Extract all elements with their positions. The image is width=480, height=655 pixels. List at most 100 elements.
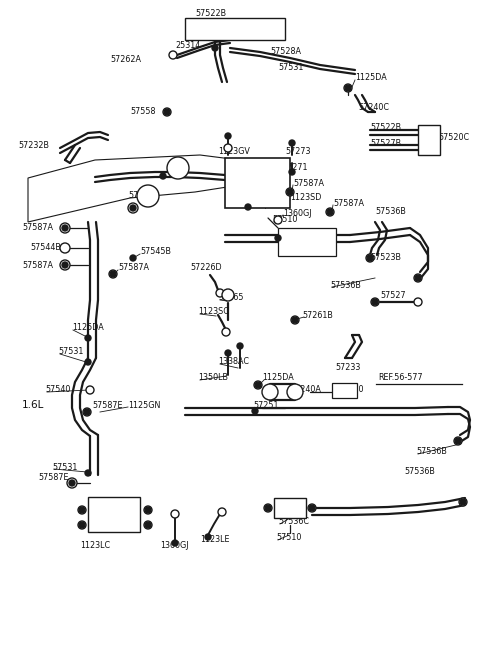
- Text: 57232B: 57232B: [18, 141, 49, 149]
- Text: 57536B: 57536B: [330, 280, 361, 290]
- Text: 1.6L: 1.6L: [22, 400, 44, 410]
- Circle shape: [308, 504, 316, 512]
- Text: 57536C: 57536C: [278, 517, 309, 527]
- Text: 57251: 57251: [253, 400, 278, 409]
- Circle shape: [160, 173, 166, 179]
- Text: 57531: 57531: [58, 348, 84, 356]
- Text: 57271: 57271: [282, 162, 308, 172]
- Bar: [274, 498, 306, 518]
- Circle shape: [212, 45, 218, 51]
- Circle shape: [144, 506, 152, 514]
- Circle shape: [169, 51, 177, 59]
- Text: 57587D: 57587D: [128, 191, 160, 200]
- Text: 57527: 57527: [380, 291, 406, 299]
- Text: 1350LB: 1350LB: [198, 373, 228, 383]
- Text: 57240A: 57240A: [290, 386, 321, 394]
- Circle shape: [62, 262, 68, 268]
- Text: 1338AC: 1338AC: [218, 358, 249, 367]
- Circle shape: [459, 498, 467, 506]
- Text: 57267B: 57267B: [225, 22, 256, 31]
- Circle shape: [366, 254, 374, 262]
- Text: 1125GN: 1125GN: [128, 400, 160, 409]
- Circle shape: [262, 384, 278, 400]
- Circle shape: [218, 508, 226, 516]
- Bar: [418, 125, 440, 155]
- Text: 57536B: 57536B: [416, 447, 447, 457]
- Text: 57510: 57510: [276, 534, 301, 542]
- Circle shape: [205, 534, 211, 540]
- Text: 57540: 57540: [45, 386, 71, 394]
- Bar: [185, 18, 285, 40]
- Circle shape: [67, 478, 77, 488]
- Text: 1123SC: 1123SC: [198, 307, 229, 316]
- Circle shape: [345, 85, 351, 91]
- Text: 57271: 57271: [228, 179, 253, 187]
- Text: 57520C: 57520C: [438, 134, 469, 143]
- Text: 57265: 57265: [218, 293, 243, 303]
- Text: 57587A: 57587A: [22, 261, 53, 269]
- Text: 1360GJ: 1360GJ: [283, 208, 312, 217]
- Circle shape: [84, 409, 90, 415]
- Circle shape: [292, 317, 298, 323]
- Circle shape: [237, 343, 243, 349]
- Text: 57250: 57250: [338, 386, 363, 394]
- Circle shape: [60, 260, 70, 270]
- Circle shape: [415, 275, 421, 281]
- Circle shape: [78, 506, 86, 514]
- Circle shape: [172, 540, 178, 546]
- Circle shape: [62, 225, 68, 231]
- Text: 57261B: 57261B: [302, 310, 333, 320]
- Text: 57531: 57531: [278, 64, 303, 73]
- Circle shape: [86, 386, 94, 394]
- Text: 1123LE: 1123LE: [200, 536, 229, 544]
- Circle shape: [454, 437, 462, 445]
- Text: A: A: [144, 191, 152, 201]
- Text: 1125DA: 1125DA: [72, 324, 104, 333]
- Text: 1125DA: 1125DA: [355, 73, 387, 83]
- Circle shape: [245, 204, 251, 210]
- Circle shape: [79, 522, 85, 528]
- Circle shape: [265, 505, 271, 511]
- Text: 57587A: 57587A: [118, 263, 149, 272]
- Text: 57240C: 57240C: [358, 103, 389, 113]
- Circle shape: [275, 235, 281, 241]
- Text: 57226D: 57226D: [190, 263, 222, 272]
- Circle shape: [79, 507, 85, 513]
- Circle shape: [414, 274, 422, 282]
- Circle shape: [164, 109, 170, 115]
- Text: 57510: 57510: [272, 215, 298, 225]
- Circle shape: [85, 359, 91, 365]
- Text: 57587E: 57587E: [38, 474, 69, 483]
- Text: 57527B: 57527B: [370, 138, 401, 147]
- Circle shape: [167, 157, 189, 179]
- Circle shape: [224, 144, 232, 152]
- Circle shape: [225, 350, 231, 356]
- Circle shape: [110, 271, 116, 277]
- Text: 57273: 57273: [285, 147, 311, 157]
- Circle shape: [254, 381, 262, 389]
- Text: 57587E: 57587E: [92, 400, 122, 409]
- Circle shape: [216, 289, 224, 297]
- Text: 57522B: 57522B: [195, 10, 226, 18]
- Circle shape: [287, 189, 293, 195]
- Circle shape: [287, 384, 303, 400]
- Circle shape: [326, 208, 334, 216]
- Bar: [225, 158, 290, 208]
- Text: REF.56-577: REF.56-577: [378, 373, 422, 383]
- Text: 57527: 57527: [293, 236, 319, 244]
- Bar: [88, 497, 140, 532]
- Circle shape: [372, 299, 378, 305]
- Circle shape: [83, 408, 91, 416]
- Text: 57262A: 57262A: [110, 56, 141, 64]
- Circle shape: [60, 243, 70, 253]
- Text: 57536B: 57536B: [404, 468, 435, 476]
- Text: 57233: 57233: [335, 364, 360, 373]
- Circle shape: [69, 480, 75, 486]
- Text: 57558: 57558: [130, 107, 156, 117]
- Circle shape: [137, 185, 159, 207]
- Text: 57587A: 57587A: [333, 198, 364, 208]
- Circle shape: [171, 510, 179, 518]
- Circle shape: [289, 169, 295, 175]
- Circle shape: [128, 203, 138, 213]
- Circle shape: [289, 140, 295, 146]
